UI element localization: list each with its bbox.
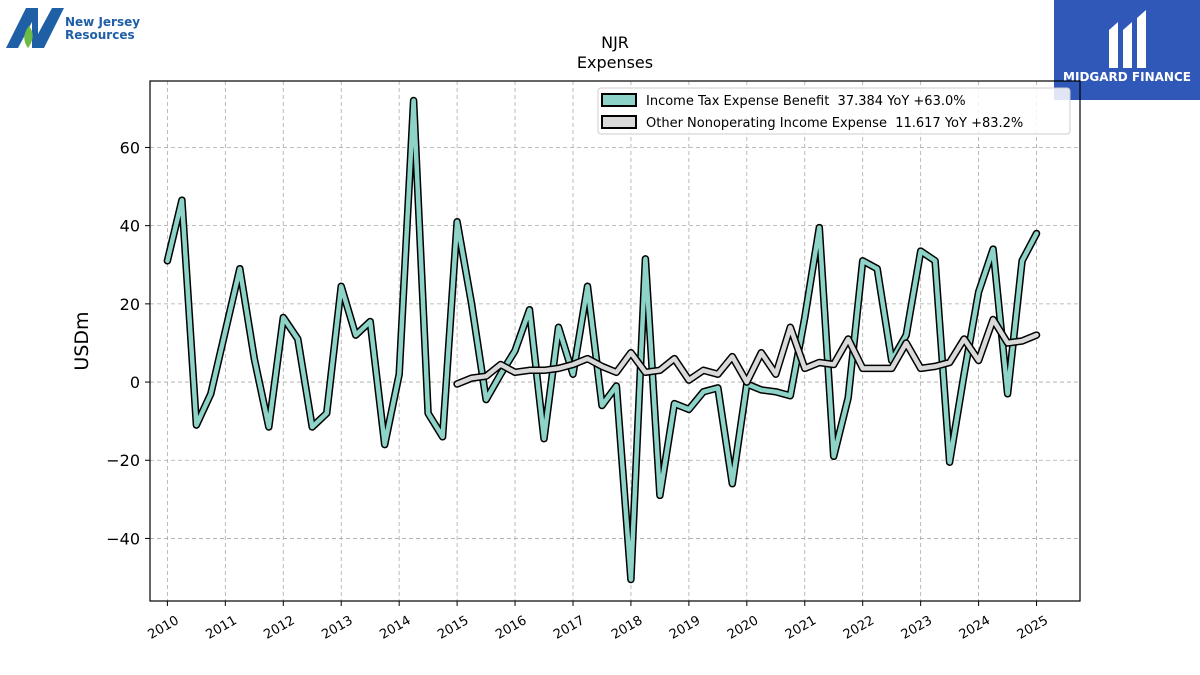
legend-box xyxy=(597,87,1071,135)
x-tick-label: 2014 xyxy=(377,613,413,643)
leaf-icon xyxy=(24,26,33,48)
x-tick-label: 2021 xyxy=(783,613,819,643)
logo-text-line2: Resources xyxy=(65,28,135,42)
chart-subtitle: Expenses xyxy=(577,53,653,72)
x-tick-label: 2025 xyxy=(1015,613,1051,643)
company-logo: New Jersey Resources xyxy=(6,8,140,48)
x-tick-label: 2013 xyxy=(319,613,355,643)
y-tick-label: 40 xyxy=(120,217,140,236)
y-axis-label: USDm xyxy=(71,311,93,370)
legend-swatch xyxy=(601,115,637,129)
x-tick-label: 2022 xyxy=(841,613,877,643)
x-tick-label: 2023 xyxy=(899,613,935,643)
y-tick-label: 60 xyxy=(120,138,140,157)
logo-mark xyxy=(6,8,64,48)
x-tick-label: 2011 xyxy=(203,613,239,643)
chart-title: NJR xyxy=(601,33,629,52)
legend: Income Tax Expense Benefit 37.384 YoY +6… xyxy=(597,87,1071,135)
legend-label: Other Nonoperating Income Expense 11.617… xyxy=(646,116,1023,131)
publisher-mark-icon xyxy=(1109,10,1146,68)
y-tick-label: 0 xyxy=(130,373,140,392)
x-tick-label: 2020 xyxy=(725,613,761,643)
x-tick-label: 2010 xyxy=(146,613,182,643)
y-tick-label: 20 xyxy=(120,295,140,314)
publisher-logo-text: MIDGARD FINANCE xyxy=(1063,70,1191,84)
x-tick-label: 2018 xyxy=(609,613,645,643)
logo-text-line1: New Jersey xyxy=(65,15,140,29)
series-line-1 xyxy=(454,317,1039,387)
y-tick-label: −40 xyxy=(106,529,140,548)
x-tick-label: 2024 xyxy=(957,613,993,643)
series-lines xyxy=(163,96,1041,584)
legend-swatch xyxy=(601,93,637,107)
plot-frame xyxy=(149,80,1081,602)
legend-label: Income Tax Expense Benefit 37.384 YoY +6… xyxy=(646,94,966,109)
x-tick-label: 2015 xyxy=(435,613,471,643)
y-tick-label: −20 xyxy=(106,451,140,470)
series-line-0 xyxy=(165,98,1039,582)
x-tick-label: 2019 xyxy=(667,613,703,643)
axes: −40 −20 0 20 40 60 2010 2011 2012 2013 2014 2015 201… xyxy=(106,138,1051,642)
x-tick-label: 2012 xyxy=(261,613,297,643)
publisher-logo: MIDGARD FINANCE xyxy=(1054,0,1200,100)
x-tick-label: 2017 xyxy=(551,613,587,643)
x-tick-label: 2016 xyxy=(493,613,529,643)
